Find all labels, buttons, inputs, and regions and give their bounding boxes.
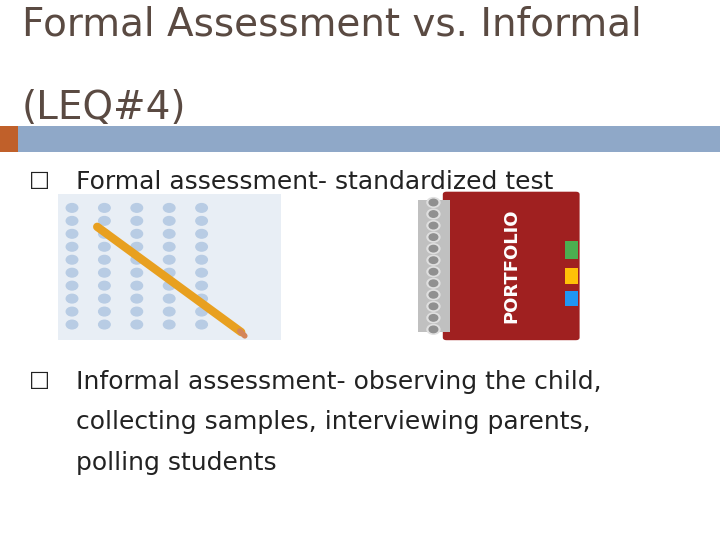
Circle shape <box>196 281 207 290</box>
Circle shape <box>163 230 175 238</box>
Circle shape <box>131 230 143 238</box>
Circle shape <box>196 217 207 225</box>
Text: □: □ <box>29 170 50 190</box>
Text: Formal assessment- standardized test: Formal assessment- standardized test <box>76 170 553 194</box>
Text: Informal assessment- observing the child,: Informal assessment- observing the child… <box>76 370 601 394</box>
Circle shape <box>66 268 78 277</box>
Circle shape <box>99 268 110 277</box>
Circle shape <box>99 281 110 290</box>
Circle shape <box>429 303 438 309</box>
Circle shape <box>429 199 438 206</box>
Bar <box>565 268 578 284</box>
Circle shape <box>66 255 78 264</box>
Text: PORTFOLIO: PORTFOLIO <box>503 208 521 323</box>
Circle shape <box>427 244 440 253</box>
Circle shape <box>429 280 438 287</box>
Circle shape <box>99 307 110 316</box>
Circle shape <box>196 255 207 264</box>
Circle shape <box>196 294 207 303</box>
Circle shape <box>163 242 175 251</box>
Circle shape <box>131 242 143 251</box>
Circle shape <box>196 230 207 238</box>
Circle shape <box>99 204 110 212</box>
Circle shape <box>429 326 438 333</box>
Circle shape <box>66 242 78 251</box>
Circle shape <box>99 230 110 238</box>
Circle shape <box>99 217 110 225</box>
Circle shape <box>163 204 175 212</box>
Bar <box>0 126 720 152</box>
Circle shape <box>163 268 175 277</box>
Text: (LEQ#4): (LEQ#4) <box>22 89 186 127</box>
Circle shape <box>131 255 143 264</box>
Circle shape <box>429 222 438 229</box>
Bar <box>58 194 281 340</box>
Text: □: □ <box>29 370 50 390</box>
Circle shape <box>427 301 440 311</box>
Bar <box>0 126 18 152</box>
Bar <box>418 200 450 332</box>
Circle shape <box>131 307 143 316</box>
Circle shape <box>66 307 78 316</box>
Circle shape <box>427 255 440 265</box>
Circle shape <box>429 211 438 217</box>
Circle shape <box>196 307 207 316</box>
Circle shape <box>196 242 207 251</box>
FancyBboxPatch shape <box>443 192 580 340</box>
Circle shape <box>427 232 440 242</box>
Circle shape <box>66 320 78 329</box>
Circle shape <box>427 198 440 207</box>
Text: collecting samples, interviewing parents,: collecting samples, interviewing parents… <box>76 410 590 434</box>
Circle shape <box>131 320 143 329</box>
Circle shape <box>131 217 143 225</box>
Circle shape <box>427 267 440 276</box>
Circle shape <box>427 325 440 334</box>
Circle shape <box>429 245 438 252</box>
Circle shape <box>131 204 143 212</box>
Circle shape <box>196 320 207 329</box>
Circle shape <box>427 209 440 219</box>
Circle shape <box>429 315 438 321</box>
Circle shape <box>66 230 78 238</box>
Circle shape <box>99 294 110 303</box>
Circle shape <box>429 234 438 240</box>
Circle shape <box>66 204 78 212</box>
Circle shape <box>427 221 440 231</box>
Circle shape <box>131 294 143 303</box>
Bar <box>565 291 578 306</box>
Circle shape <box>163 281 175 290</box>
Circle shape <box>163 320 175 329</box>
Circle shape <box>427 279 440 288</box>
Circle shape <box>427 290 440 300</box>
Circle shape <box>196 268 207 277</box>
Circle shape <box>99 320 110 329</box>
Circle shape <box>66 281 78 290</box>
Circle shape <box>163 307 175 316</box>
Circle shape <box>163 217 175 225</box>
Circle shape <box>66 217 78 225</box>
Circle shape <box>427 313 440 323</box>
Circle shape <box>131 281 143 290</box>
Circle shape <box>196 204 207 212</box>
Bar <box>565 241 578 259</box>
Circle shape <box>163 255 175 264</box>
Text: Formal Assessment vs. Informal: Formal Assessment vs. Informal <box>22 5 642 43</box>
Circle shape <box>66 294 78 303</box>
Text: polling students: polling students <box>76 451 276 475</box>
Circle shape <box>99 242 110 251</box>
Circle shape <box>99 255 110 264</box>
Circle shape <box>429 257 438 264</box>
Circle shape <box>429 268 438 275</box>
Circle shape <box>429 292 438 298</box>
Circle shape <box>131 268 143 277</box>
Circle shape <box>163 294 175 303</box>
